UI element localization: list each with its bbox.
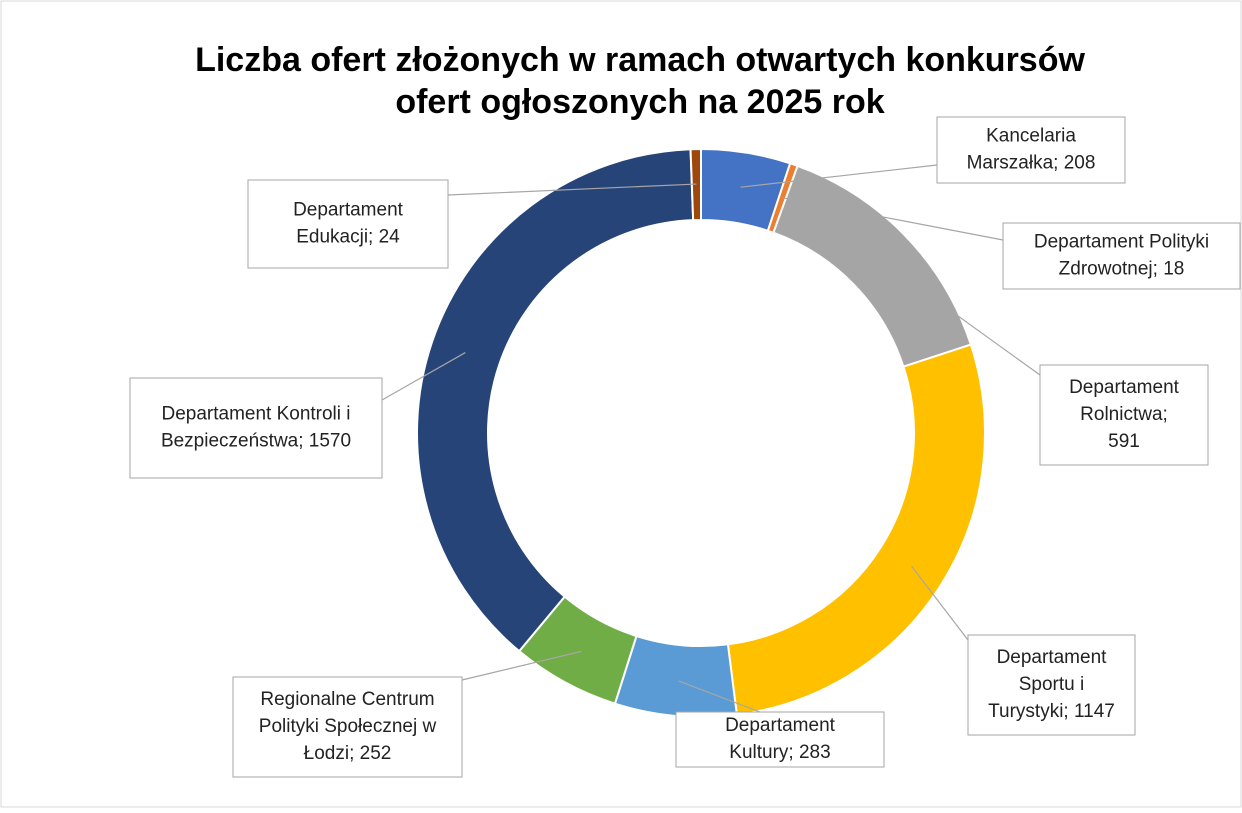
chart-title: Liczba ofert złożonych w ramach otwartyc… [195,41,1085,79]
leader-line [879,259,1041,376]
data-label: Rolnictwa; [1080,404,1168,425]
chart-title: ofert ogłoszonych na 2025 rok [395,83,884,121]
label-box [247,179,449,269]
leader-line [740,164,938,188]
leader-line [678,680,761,713]
data-label: Turystyki; 1147 [988,701,1115,722]
label-box [675,711,885,768]
leader-line [381,352,466,401]
label-box [936,116,1126,184]
leader-line [910,565,969,641]
data-label: Departament [725,715,836,736]
label-box [1039,364,1209,466]
data-label: Departament Polityki [1034,232,1209,253]
data-label: Edukacji; 24 [296,227,400,248]
label-box [1002,222,1241,290]
label-box [967,634,1136,736]
leader-line [782,197,1004,241]
data-label: Departament Kontroli i [161,404,350,425]
data-label: Łodzi; 252 [304,743,392,764]
data-label: Polityki Społecznej w [259,716,437,737]
data-label: Departament [997,647,1108,668]
data-label: Bezpieczeństwa; 1570 [161,431,351,452]
donut-slice [416,148,695,653]
data-label: Sportu i [1019,674,1084,695]
data-label: Marszałka; 208 [967,153,1096,174]
data-label: Kancelaria [986,126,1076,147]
leader-line [461,650,582,681]
label-box [129,377,383,479]
data-label: Regionalne Centrum [260,689,434,710]
label-box [232,676,463,778]
leader-line [447,183,697,196]
data-label: Zdrowotnej; 18 [1059,259,1185,280]
data-label: Departament [1069,377,1180,398]
data-label: 591 [1108,431,1140,452]
data-label: Kultury; 283 [729,742,830,763]
data-label: Departament [293,200,404,221]
